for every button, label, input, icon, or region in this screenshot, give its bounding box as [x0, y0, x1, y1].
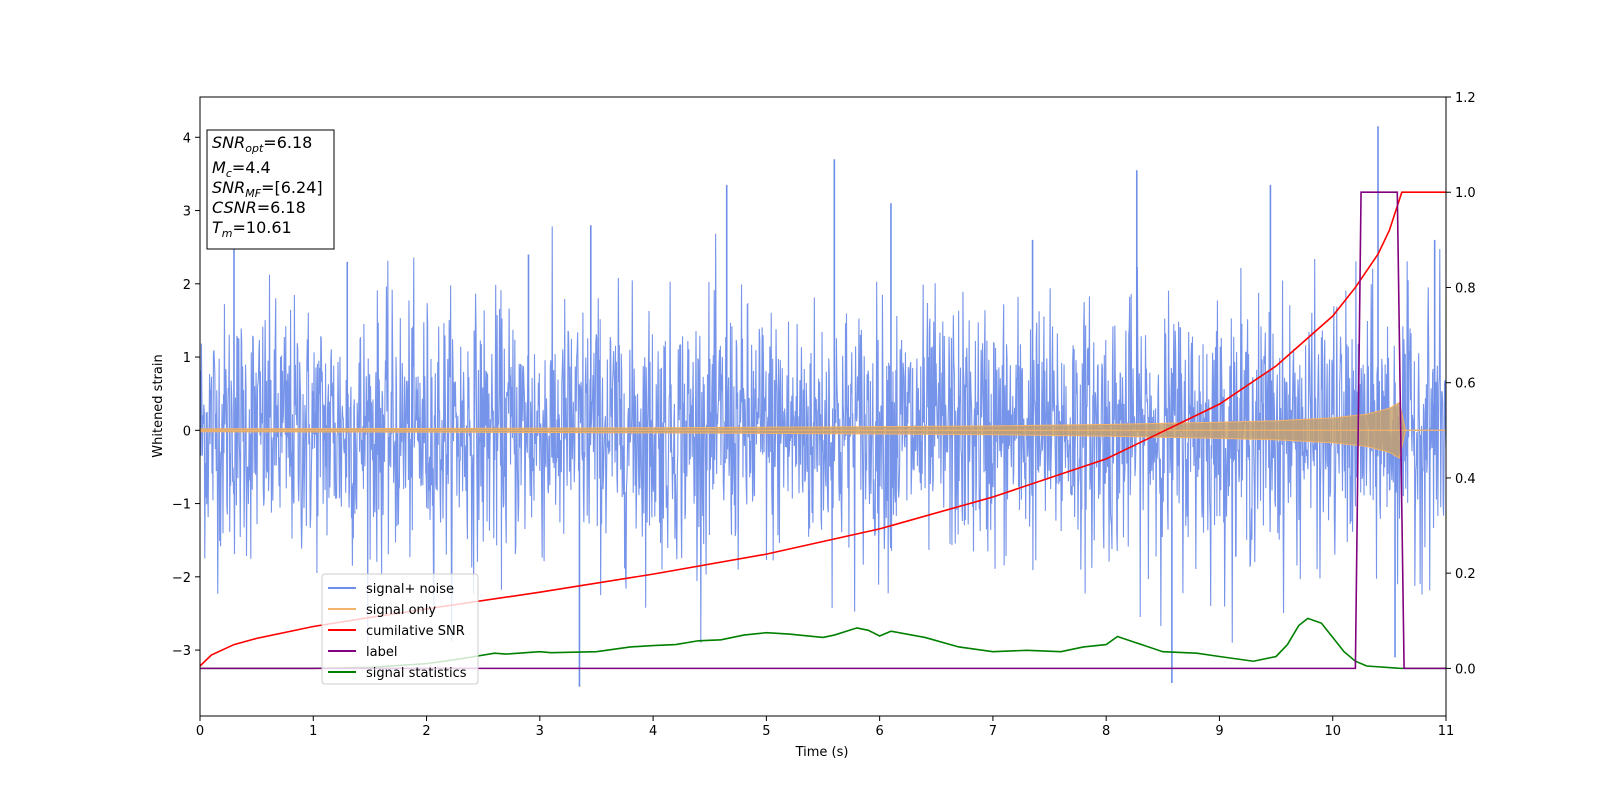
info-line: Tm=10.61 [212, 218, 292, 240]
x-tick-label: 2 [422, 724, 430, 739]
y-left-tick-label: −3 [172, 644, 191, 659]
y-right-tick-label: 1.2 [1455, 91, 1476, 106]
info-annotation-box: SNRopt=6.18 Mc=4.4SNRMF=[6.24]CSNR=6.18Tm… [206, 129, 335, 250]
x-tick-label: 11 [1438, 724, 1455, 739]
y-right-axis-ticks: 1.2 1.0 0.8 0.6 0.4 0.2 0.0 [1446, 91, 1476, 677]
y-left-tick-label: 4 [183, 131, 191, 146]
legend: signal+ noise signal only cumilative SNR la… [321, 573, 479, 685]
series-line-label [200, 191, 1446, 670]
x-axis-label: Time (s) [795, 745, 849, 760]
legend-label: cumilative SNR [366, 624, 465, 639]
series-line-signal-statistics [200, 617, 1446, 670]
y-left-tick-label: 0 [183, 424, 191, 439]
legend-label: label [366, 645, 397, 660]
info-line: Mc=4.4 [212, 158, 271, 180]
info-box-frame [206, 129, 335, 250]
x-axis-ticks: 0 1 2 3 4 5 6 7 8 9 10 11 [196, 716, 1454, 739]
y-right-tick-label: 0.6 [1455, 377, 1476, 392]
signal-plus-noise-layer [200, 126, 1446, 687]
series-line-cumilative-snr [200, 191, 1446, 667]
y-right-tick-label: 0.4 [1455, 472, 1476, 487]
legend-label: signal only [366, 603, 436, 618]
y-left-axis-ticks: 4 3 2 1 0 −1 −2 −3 [172, 131, 200, 659]
y-left-tick-label: −1 [172, 498, 191, 513]
y-right-tick-label: 0.8 [1455, 281, 1476, 296]
legend-label: signal+ noise [366, 582, 454, 597]
x-tick-label: 0 [196, 724, 204, 739]
x-tick-label: 8 [1102, 724, 1110, 739]
plot-frame [199, 96, 1447, 717]
x-tick-label: 4 [649, 724, 657, 739]
x-tick-label: 5 [762, 724, 770, 739]
y-right-tick-label: 1.0 [1455, 186, 1476, 201]
x-tick-label: 9 [1215, 724, 1223, 739]
y-left-tick-label: 2 [183, 278, 191, 293]
signal-only-layer [200, 401, 1446, 459]
x-tick-label: 10 [1324, 724, 1341, 739]
info-line: CSNR=6.18 [212, 198, 306, 217]
info-line: SNRopt=6.18 [212, 133, 312, 155]
x-tick-label: 3 [536, 724, 544, 739]
legend-label: signal statistics [366, 666, 467, 681]
y-right-tick-label: 0.2 [1455, 567, 1476, 582]
x-tick-label: 6 [875, 724, 883, 739]
x-tick-label: 1 [309, 724, 317, 739]
y-left-tick-label: 3 [183, 205, 191, 220]
y-right-tick-label: 0.0 [1455, 662, 1476, 677]
x-tick-label: 7 [989, 724, 997, 739]
legend-frame [321, 573, 479, 685]
right-axis-lines-layer [200, 191, 1446, 670]
info-line: SNRMF=[6.24] [212, 178, 323, 200]
y-axis-label: Whitened strain [151, 354, 166, 457]
y-left-tick-label: 1 [183, 351, 191, 366]
y-left-tick-label: −2 [172, 571, 191, 586]
signal-plus-noise-line [200, 226, 1446, 643]
